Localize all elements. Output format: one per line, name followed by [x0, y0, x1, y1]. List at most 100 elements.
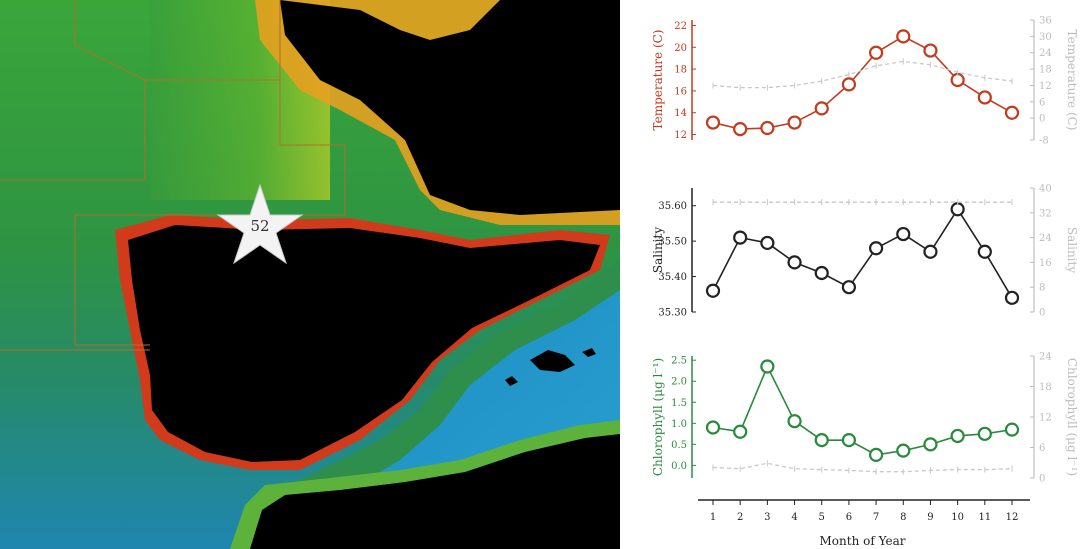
chlorophyll-data-point [787, 414, 802, 429]
temperature-ylabel: Temperature (C) [651, 30, 665, 131]
temperature-ytick-label: 22 [674, 21, 687, 32]
salinity-ytick-right-label: 0 [1039, 308, 1045, 319]
temperature-data-point [950, 72, 965, 88]
chlorophyll-ytick-right-label: 6 [1039, 443, 1045, 454]
sea-surface-map: 52 [0, 0, 620, 549]
salinity-series-line [712, 207, 1013, 299]
salinity-data-point [896, 226, 911, 242]
salinity-ytick-label: 35.60 [658, 201, 687, 212]
temperature-data-point [814, 101, 829, 116]
chlorophyll-data-point [896, 443, 911, 458]
chlorophyll-panel: 0.0 0.5 1.0 1.5 2.0 2.5 0 6 12 18 24 Chlorophyll (μ… [651, 352, 1079, 485]
temperature-ytick-right-label: 24 [1039, 48, 1052, 59]
temperature-data-point [705, 115, 721, 130]
salinity-ytick-label: 35.30 [658, 308, 687, 319]
chlorophyll-ytick-label: 1.5 [671, 398, 687, 409]
chlorophyll-ylabel: Chlorophyll (μg l⁻¹) [651, 358, 665, 476]
temperature-data-point [733, 121, 748, 137]
xtick-label: 11 [978, 512, 991, 523]
temperature-ytick-label: 20 [674, 43, 687, 54]
chlorophyll-data-point [977, 426, 992, 441]
salinity-data-point [733, 230, 748, 245]
salinity-ytick-right-label: 32 [1039, 208, 1052, 219]
xtick-label: 9 [927, 512, 933, 523]
chlorophyll-data-point [733, 424, 748, 439]
salinity-ytick-right-label: 24 [1039, 233, 1052, 244]
chlorophyll-ytick-right-label: 12 [1039, 413, 1052, 424]
salinity-data-point [977, 244, 992, 259]
temperature-ytick-right-label: 12 [1039, 81, 1052, 92]
chlorophyll-data-point [760, 359, 775, 374]
salinity-ytick-right-label: 8 [1039, 283, 1045, 294]
salinity-data-point [814, 265, 829, 281]
chlorophyll-ytick-label: 1.0 [671, 419, 687, 430]
xtick-label: 7 [873, 512, 879, 523]
salinity-ytick-right-label: 16 [1039, 258, 1052, 269]
chlorophyll-ytick-right-label: 24 [1039, 352, 1052, 363]
temperature-ytick-right-label: 18 [1039, 65, 1052, 76]
station-label: 52 [250, 217, 269, 235]
salinity-data-point [923, 244, 938, 259]
salinity-ytick-label: 35.50 [658, 237, 687, 248]
temperature-data-point [896, 29, 911, 44]
salinity-data-point [1004, 290, 1020, 305]
temperature-climatology-line [712, 60, 1013, 89]
xtick-label: 5 [819, 512, 825, 523]
salinity-data-point [841, 280, 857, 295]
chlorophyll-data-point [1004, 422, 1020, 437]
africa-land [250, 434, 620, 549]
temperature-ytick-label: 18 [674, 65, 687, 76]
temperature-data-point [1004, 105, 1020, 120]
chlorophyll-ytick-right-label: 0 [1039, 474, 1045, 485]
balearic-islands [505, 348, 596, 386]
temperature-ytick-label: 12 [674, 130, 687, 141]
temperature-ytick-label: 14 [674, 108, 687, 119]
xtick-label: 2 [737, 512, 743, 523]
chlorophyll-ytick-label: 2.5 [671, 356, 687, 367]
xtick-label: 3 [764, 512, 770, 523]
salinity-ylabel-right: Salinity [1065, 227, 1079, 273]
salinity-ylabel: Salinity [651, 227, 665, 273]
salinity-ytick-right-label: 40 [1039, 184, 1052, 195]
chlorophyll-data-point [705, 420, 721, 435]
xtick-label: 10 [951, 512, 964, 523]
chlorophyll-ytick-right-label: 18 [1039, 382, 1052, 393]
xtick-label: 1 [710, 512, 716, 523]
temperature-ytick-label: 16 [674, 86, 687, 97]
chlorophyll-data-point [814, 433, 829, 448]
salinity-data-point [760, 235, 775, 251]
salinity-data-point [705, 283, 721, 298]
chlorophyll-ylabel-right: Chlorophyll (μg l⁻¹) [1065, 358, 1079, 476]
xtick-label: 12 [1006, 512, 1019, 523]
chlorophyll-series-line [712, 364, 1013, 456]
temperature-data-point [868, 45, 884, 60]
temperature-data-point [977, 90, 992, 105]
temperature-data-point [787, 115, 802, 130]
chlorophyll-ytick-label: 0.5 [671, 440, 687, 451]
xtick-label: 8 [900, 512, 906, 523]
x-axis-title: Month of Year [820, 534, 906, 548]
chlorophyll-data-point [868, 447, 884, 462]
france-land [280, 0, 620, 215]
chlorophyll-data-point [841, 433, 857, 448]
chlorophyll-ytick-label: 2.0 [671, 377, 687, 388]
temperature-data-point [841, 77, 857, 92]
map-grid-boxes [0, 0, 346, 351]
station-star-icon [216, 183, 304, 265]
salinity-ytick-label: 35.40 [658, 272, 687, 283]
temperature-series-line [712, 35, 1013, 130]
chlorophyll-data-point [923, 437, 938, 452]
temperature-ytick-right-label: 6 [1039, 97, 1045, 108]
xtick-label: 6 [846, 512, 852, 523]
xtick-label: 4 [791, 512, 797, 523]
temperature-ytick-right-label: 30 [1039, 32, 1052, 43]
salinity-data-point [868, 241, 884, 256]
temperature-data-point [923, 43, 938, 58]
salinity-panel: 35.30 35.40 35.50 35.60 0 8 16 24 32 40 Salinity Sa… [651, 184, 1079, 319]
iberia-land [128, 225, 600, 462]
salinity-data-point [787, 255, 802, 270]
temperature-ylabel-right: Temperature (C) [1065, 30, 1079, 131]
chlorophyll-data-point [950, 428, 965, 444]
